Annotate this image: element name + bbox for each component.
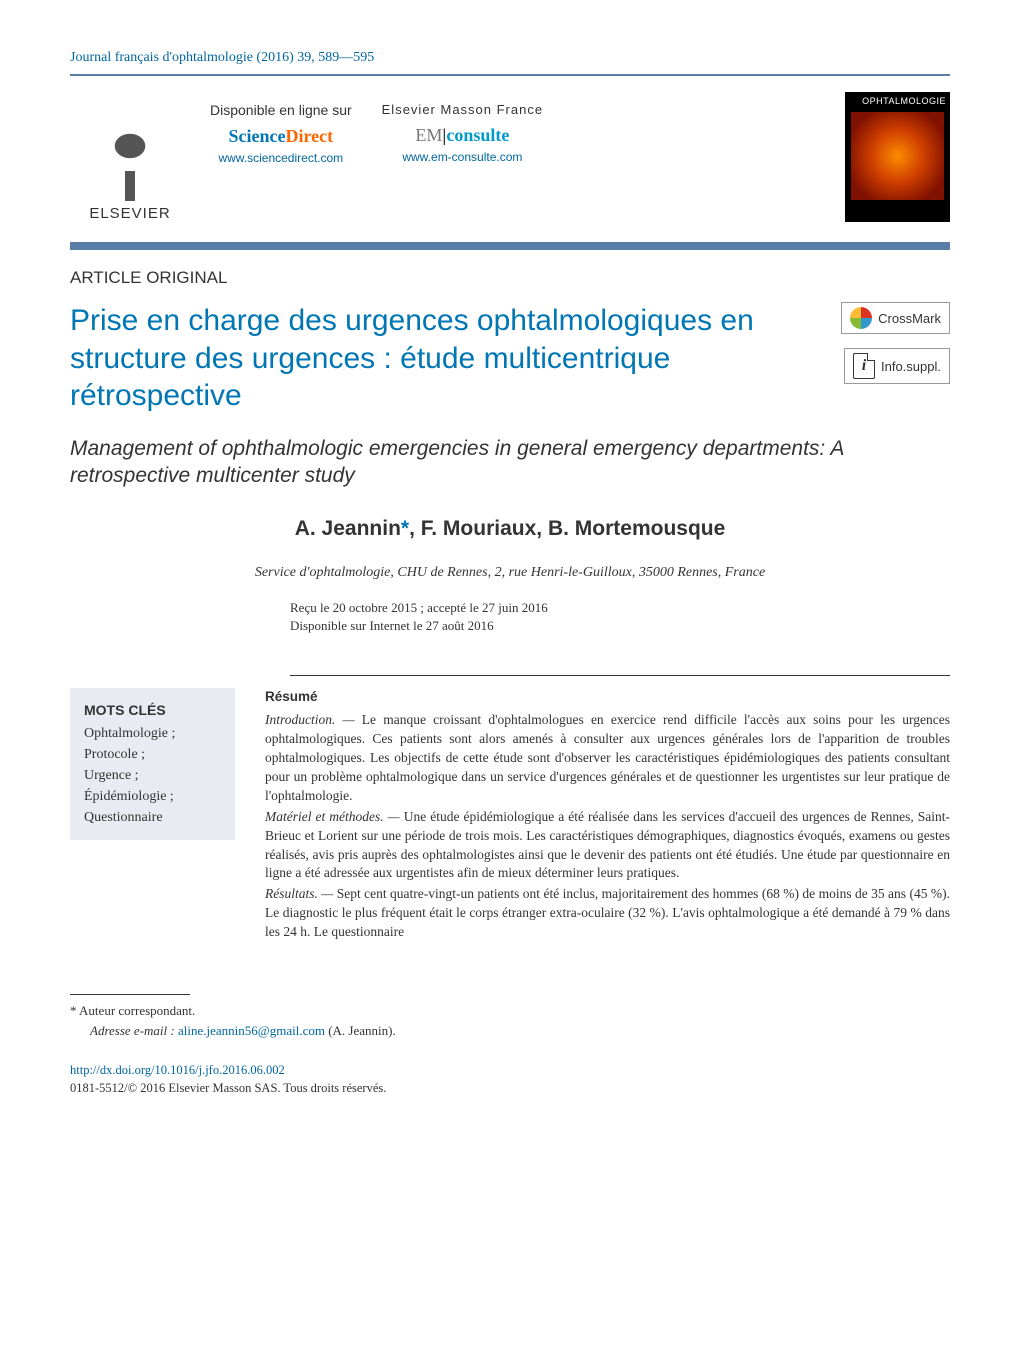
abstract-title: Résumé bbox=[265, 688, 950, 707]
header-divider bbox=[70, 74, 950, 76]
elsevier-label: ELSEVIER bbox=[89, 205, 170, 222]
footnote-line1: * Auteur correspondant. bbox=[70, 1001, 950, 1021]
crossmark-label: CrossMark bbox=[878, 311, 941, 326]
emconsulte-brand[interactable]: EM|consulte bbox=[382, 125, 543, 146]
footnote-email-line: Adresse e-mail : aline.jeannin56@gmail.c… bbox=[70, 1021, 950, 1041]
corresponding-email-link[interactable]: aline.jeannin56@gmail.com bbox=[178, 1023, 325, 1038]
dates-received-accepted: Reçu le 20 octobre 2015 ; accepté le 27 … bbox=[290, 599, 950, 617]
abstract-results: Résultats. — Sept cent quatre-vingt-un p… bbox=[265, 885, 950, 942]
abstract-top-rule bbox=[290, 675, 950, 676]
keywords-box: MOTS CLÉS Ophtalmologie ; Protocole ; Ur… bbox=[70, 688, 235, 840]
main-divider bbox=[70, 242, 950, 250]
keyword-item: Ophtalmologie ; bbox=[84, 723, 221, 744]
sciencedirect-col: Disponible en ligne sur ScienceDirect ww… bbox=[210, 102, 352, 165]
authors-line: A. Jeannin*, F. Mouriaux, B. Mortemousqu… bbox=[70, 517, 950, 541]
article-title-fr: Prise en charge des urgences ophtalmolog… bbox=[70, 302, 821, 415]
journal-cover[interactable]: OPHTALMOLOGIE bbox=[845, 92, 950, 222]
crossmark-badge[interactable]: CrossMark bbox=[841, 302, 950, 334]
journal-citation-link[interactable]: Journal français d'ophtalmologie (2016) … bbox=[70, 50, 374, 65]
keyword-item: Protocole ; bbox=[84, 744, 221, 765]
abstract-introduction: Introduction. — Le manque croissant d'op… bbox=[265, 711, 950, 805]
elsevier-tree-icon bbox=[80, 111, 180, 201]
cover-image bbox=[851, 112, 944, 200]
elsevier-logo[interactable]: ELSEVIER bbox=[70, 92, 190, 222]
publisher-bar: ELSEVIER Disponible en ligne sur Science… bbox=[70, 92, 950, 222]
author-1: A. Jeannin bbox=[295, 517, 401, 540]
affiliation: Service d'ophtalmologie, CHU de Rennes, … bbox=[230, 565, 790, 581]
title-row: Prise en charge des urgences ophtalmolog… bbox=[70, 302, 950, 415]
info-icon: i bbox=[853, 353, 875, 379]
sciencedirect-url[interactable]: www.sciencedirect.com bbox=[210, 151, 352, 165]
keyword-item: Urgence ; bbox=[84, 765, 221, 786]
issn-copyright: 0181-5512/© 2016 Elsevier Masson SAS. To… bbox=[70, 1080, 950, 1098]
abstract-body: Résumé Introduction. — Le manque croissa… bbox=[265, 688, 950, 944]
footnote-rule bbox=[70, 994, 190, 995]
keyword-item: Épidémiologie ; bbox=[84, 786, 221, 807]
corresponding-footnote: * Auteur correspondant. Adresse e-mail :… bbox=[70, 1001, 950, 1040]
elsevier-masson-label: Elsevier Masson France bbox=[382, 102, 543, 117]
article-dates: Reçu le 20 octobre 2015 ; accepté le 27 … bbox=[290, 599, 950, 635]
cover-footer bbox=[845, 202, 950, 222]
emconsulte-col: Elsevier Masson France EM|consulte www.e… bbox=[382, 102, 543, 165]
sciencedirect-brand[interactable]: ScienceDirect bbox=[210, 126, 352, 147]
dates-online: Disponible sur Internet le 27 août 2016 bbox=[290, 617, 950, 635]
side-badges: CrossMark i Info.suppl. bbox=[841, 302, 950, 384]
author-2: F. Mouriaux bbox=[421, 517, 537, 540]
article-title-en: Management of ophthalmologic emergencies… bbox=[70, 435, 950, 490]
available-online-label: Disponible en ligne sur bbox=[210, 102, 352, 118]
infosuppl-label: Info.suppl. bbox=[881, 359, 941, 374]
article-type: ARTICLE ORIGINAL bbox=[70, 268, 950, 288]
author-3: B. Mortemousque bbox=[548, 517, 725, 540]
emconsulte-url[interactable]: www.em-consulte.com bbox=[382, 150, 543, 164]
publisher-links: Disponible en ligne sur ScienceDirect ww… bbox=[210, 92, 825, 165]
journal-citation: Journal français d'ophtalmologie (2016) … bbox=[70, 50, 950, 66]
abstract-section: MOTS CLÉS Ophtalmologie ; Protocole ; Ur… bbox=[70, 688, 950, 944]
keywords-title: MOTS CLÉS bbox=[84, 700, 221, 721]
abstract-methods: Matériel et méthodes. — Une étude épidém… bbox=[265, 808, 950, 884]
doi-link[interactable]: http://dx.doi.org/10.1016/j.jfo.2016.06.… bbox=[70, 1063, 285, 1077]
corresponding-mark: * bbox=[401, 517, 409, 540]
crossmark-icon bbox=[850, 307, 872, 329]
keyword-item: Questionnaire bbox=[84, 807, 221, 828]
footer-meta: http://dx.doi.org/10.1016/j.jfo.2016.06.… bbox=[70, 1062, 950, 1097]
infosuppl-badge[interactable]: i Info.suppl. bbox=[844, 348, 950, 384]
cover-title: OPHTALMOLOGIE bbox=[845, 92, 950, 110]
